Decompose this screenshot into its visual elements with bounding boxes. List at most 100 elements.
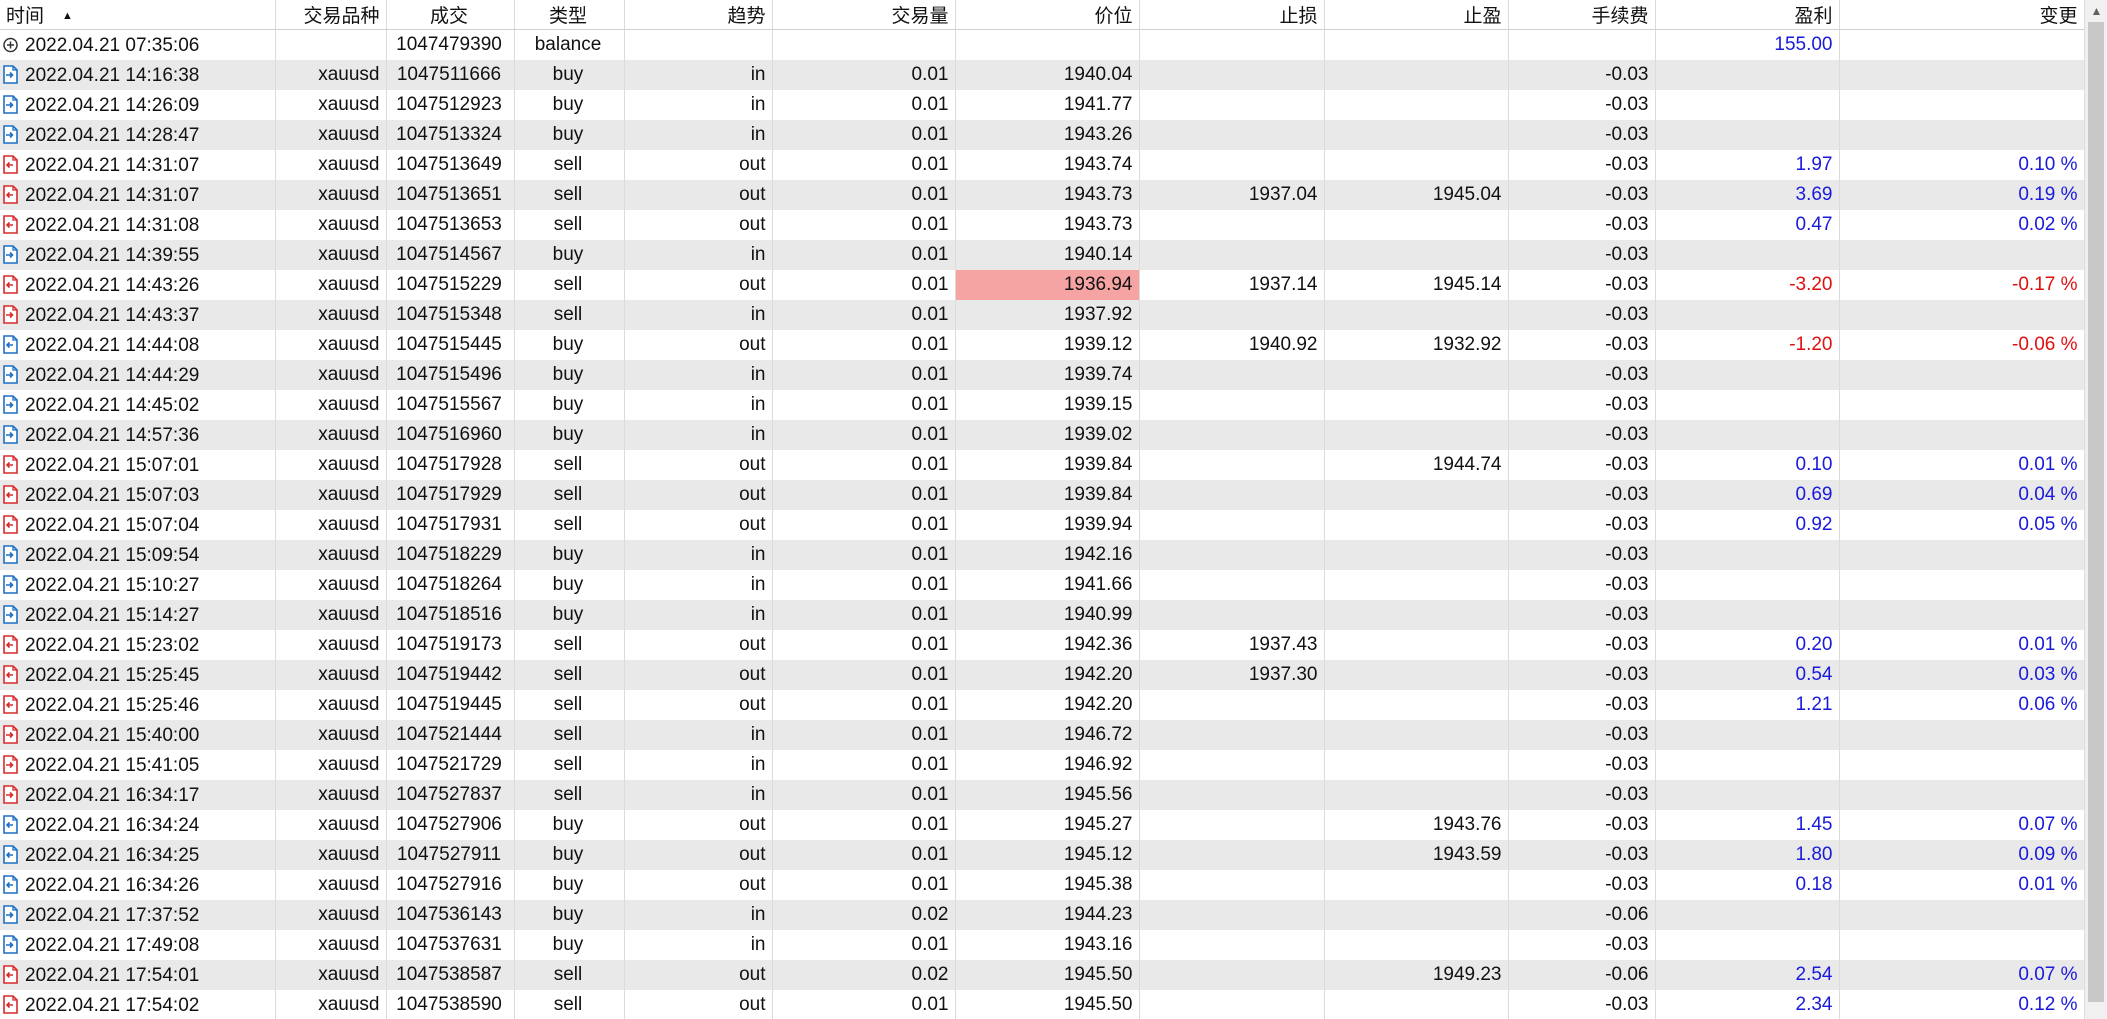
column-header-deal[interactable]: 成交 [386,0,515,30]
volume-cell: 0.01 [772,240,956,270]
volume-cell: 0.01 [772,720,956,750]
table-row[interactable]: 2022.04.21 14:28:47 xauusd 1047513324 buy in… [0,120,2084,150]
column-header-direction[interactable]: 趋势 [624,0,773,30]
symbol-cell: xauusd [275,690,387,720]
time-text: 2022.04.21 17:37:52 [25,904,200,926]
change-cell [1839,360,2084,390]
type-cell: sell [514,510,625,540]
change-cell: 0.12 % [1839,990,2084,1019]
table-row[interactable]: 2022.04.21 15:25:46 xauusd 1047519445 sell o… [0,690,2084,720]
symbol-cell: xauusd [275,540,387,570]
table-row[interactable]: 2022.04.21 15:14:27 xauusd 1047518516 buy in… [0,600,2084,630]
direction-cell: in [624,930,773,960]
take-profit-cell: 1943.59 [1324,840,1509,870]
table-row[interactable]: 2022.04.21 15:07:03 xauusd 1047517929 sell o… [0,480,2084,510]
table-row[interactable]: 2022.04.21 14:45:02 xauusd 1047515567 buy in… [0,390,2084,420]
column-header-symbol[interactable]: 交易品种 [275,0,387,30]
table-row[interactable]: 2022.04.21 14:44:29 xauusd 1047515496 buy in… [0,360,2084,390]
change-cell [1839,390,2084,420]
table-row[interactable]: 2022.04.21 15:23:02 xauusd 1047519173 sell o… [0,630,2084,660]
deal-cell: 1047536143 [386,900,515,930]
vertical-scrollbar[interactable]: ▲ [2084,0,2107,1019]
table-row[interactable]: 2022.04.21 16:34:25 xauusd 1047527911 buy ou… [0,840,2084,870]
price-cell: 1945.56 [955,780,1140,810]
table-row[interactable]: 2022.04.21 14:39:55 xauusd 1047514567 buy in… [0,240,2084,270]
column-header-type[interactable]: 类型 [514,0,625,30]
time-cell: 2022.04.21 14:31:08 [0,210,276,240]
profit-cell [1655,390,1840,420]
column-header-volume[interactable]: 交易量 [772,0,956,30]
table-row[interactable]: 2022.04.21 17:37:52 xauusd 1047536143 buy in… [0,900,2084,930]
column-header-change[interactable]: 变更 [1839,0,2084,30]
time-text: 2022.04.21 15:07:03 [25,484,200,506]
buy-out-icon [2,334,19,355]
volume-cell: 0.01 [772,150,956,180]
table-row[interactable]: 2022.04.21 14:16:38 xauusd 1047511666 buy in… [0,60,2084,90]
time-text: 2022.04.21 15:09:54 [25,544,200,566]
deal-cell: 1047538587 [386,960,515,990]
price-cell: 1945.27 [955,810,1140,840]
column-header-take-profit[interactable]: 止盈 [1324,0,1509,30]
time-text: 2022.04.21 15:25:45 [25,664,200,686]
type-cell: buy [514,420,625,450]
stop-loss-cell [1139,780,1325,810]
symbol-cell: xauusd [275,390,387,420]
time-text: 2022.04.21 16:34:24 [25,814,200,836]
price-cell: 1942.16 [955,540,1140,570]
take-profit-cell [1324,930,1509,960]
column-header-time[interactable]: 时间 ▲ [0,0,276,30]
price-cell: 1939.94 [955,510,1140,540]
table-row[interactable]: 2022.04.21 14:44:08 xauusd 1047515445 buy ou… [0,330,2084,360]
table-row[interactable]: 2022.04.21 15:07:01 xauusd 1047517928 sell o… [0,450,2084,480]
table-row[interactable]: 2022.04.21 14:31:08 xauusd 1047513653 sell o… [0,210,2084,240]
volume-cell: 0.01 [772,780,956,810]
table-row[interactable]: 2022.04.21 16:34:24 xauusd 1047527906 buy ou… [0,810,2084,840]
scroll-up-icon[interactable]: ▲ [2090,4,2103,18]
table-row[interactable]: 2022.04.21 15:41:05 xauusd 1047521729 sell i… [0,750,2084,780]
table-row[interactable]: 2022.04.21 17:49:08 xauusd 1047537631 buy in… [0,930,2084,960]
column-header-price[interactable]: 价位 [955,0,1140,30]
symbol-cell: xauusd [275,900,387,930]
commission-cell: -0.03 [1508,480,1656,510]
table-row[interactable]: 2022.04.21 16:34:17 xauusd 1047527837 sell i… [0,780,2084,810]
direction-cell [624,29,773,60]
table-row[interactable]: 2022.04.21 14:43:26 xauusd 1047515229 sell o… [0,270,2084,300]
table-row[interactable]: 2022.04.21 14:43:37 xauusd 1047515348 sell i… [0,300,2084,330]
type-cell: buy [514,90,625,120]
table-row[interactable]: 2022.04.21 15:09:54 xauusd 1047518229 buy in… [0,540,2084,570]
table-row[interactable]: 2022.04.21 15:07:04 xauusd 1047517931 sell o… [0,510,2084,540]
table-row[interactable]: 2022.04.21 15:25:45 xauusd 1047519442 sell o… [0,660,2084,690]
table-row[interactable]: 2022.04.21 14:57:36 xauusd 1047516960 buy in… [0,420,2084,450]
scrollbar-thumb[interactable] [2088,22,2104,1002]
table-row[interactable]: 2022.04.21 15:40:00 xauusd 1047521444 sell i… [0,720,2084,750]
direction-cell: in [624,900,773,930]
stop-loss-cell [1139,930,1325,960]
type-cell: buy [514,840,625,870]
column-header-commission[interactable]: 手续费 [1508,0,1656,30]
table-row[interactable]: 2022.04.21 16:34:26 xauusd 1047527916 buy ou… [0,870,2084,900]
take-profit-cell [1324,720,1509,750]
take-profit-cell [1324,480,1509,510]
table-row[interactable]: 2022.04.21 14:31:07 xauusd 1047513651 sell o… [0,180,2084,210]
price-cell: 1941.66 [955,570,1140,600]
table-row[interactable]: 2022.04.21 17:54:02 xauusd 1047538590 sell o… [0,990,2084,1019]
take-profit-cell [1324,150,1509,180]
direction-cell: out [624,630,773,660]
table-row[interactable]: 2022.04.21 15:10:27 xauusd 1047518264 buy in… [0,570,2084,600]
table-row[interactable]: 2022.04.21 07:35:06 1047479390 balance 155.… [0,29,2084,60]
type-cell: buy [514,810,625,840]
take-profit-cell [1324,90,1509,120]
table-row[interactable]: 2022.04.21 14:31:07 xauusd 1047513649 sell o… [0,150,2084,180]
take-profit-cell [1324,420,1509,450]
time-cell: 2022.04.21 14:44:29 [0,360,276,390]
symbol-cell: xauusd [275,60,387,90]
sell-in-icon [2,304,19,325]
column-header-stop-loss[interactable]: 止损 [1139,0,1325,30]
column-header-profit[interactable]: 盈利 [1655,0,1840,30]
table-row[interactable]: 2022.04.21 14:26:09 xauusd 1047512923 buy in… [0,90,2084,120]
price-cell: 1939.84 [955,480,1140,510]
change-cell [1839,930,2084,960]
time-cell: 2022.04.21 14:16:38 [0,60,276,90]
take-profit-cell [1324,600,1509,630]
table-row[interactable]: 2022.04.21 17:54:01 xauusd 1047538587 sell o… [0,960,2084,990]
